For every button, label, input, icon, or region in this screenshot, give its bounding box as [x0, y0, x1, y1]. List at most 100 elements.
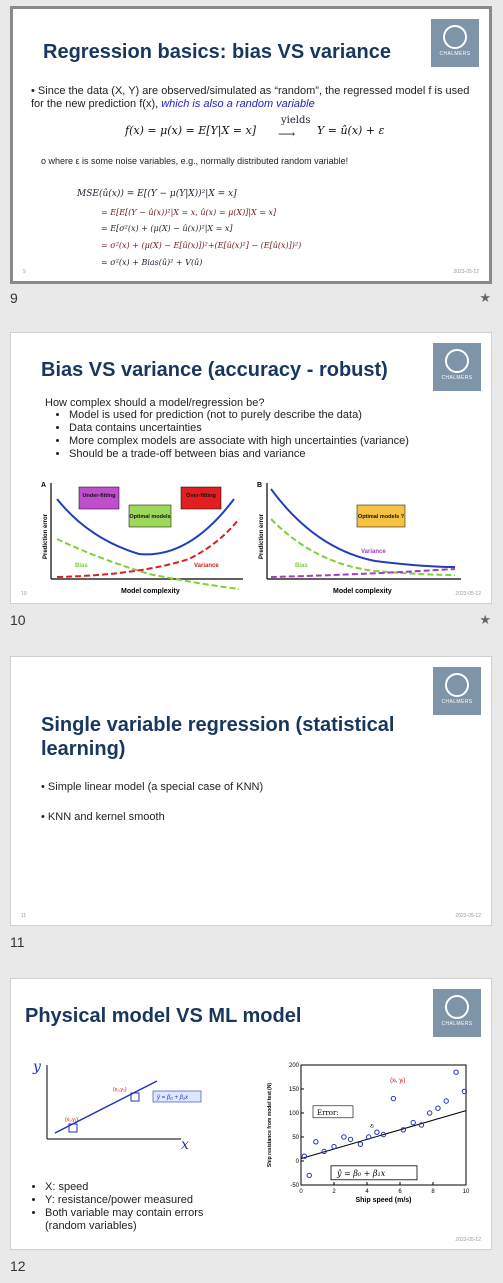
slide-footer-number: 11 — [21, 913, 27, 919]
slide-thumbnail-12[interactable]: CHALMERS Physical model VS ML model y x … — [10, 978, 492, 1250]
plot-frame — [300, 1064, 467, 1186]
slide-title: Regression basics: bias VS variance — [43, 41, 391, 63]
slide-title: Single variable regression (statistical … — [41, 714, 395, 760]
data-point — [130, 1092, 140, 1102]
data-point — [380, 1131, 387, 1138]
data-point — [390, 1095, 397, 1102]
data-point — [347, 1136, 354, 1143]
error-label: Error: — [317, 1109, 339, 1117]
yields-label: yields — [281, 115, 311, 126]
mse-line-3: = E[σ²(x) + (μ(X) − û(x))²|X = x] — [101, 224, 233, 233]
star-icon[interactable]: ★ — [479, 290, 491, 305]
slide-number-label: 10 — [10, 612, 26, 628]
svg-text:Over-fitting: Over-fitting — [186, 493, 216, 499]
fit-line — [54, 1080, 158, 1134]
svg-text:Under-fitting: Under-fitting — [83, 493, 116, 499]
svg-text:ŷ = β₀ + β₁x: ŷ = β₀ + β₁x — [156, 1095, 189, 1101]
x-tick-label: 0 — [299, 1189, 303, 1195]
star-icon[interactable]: ★ — [479, 612, 491, 627]
svg-text:Optimal models: Optimal models — [129, 514, 170, 520]
slide-footer-date: 2023-05-12 — [455, 591, 481, 597]
y-tick-label: 100 — [289, 1111, 300, 1117]
bias-variance-chart-b: B Prediction error Model complexity Opti… — [257, 482, 461, 595]
list-item: Y: resistance/power measured — [45, 1194, 235, 1207]
bullet-text: • KNN and kernel smooth — [41, 811, 165, 823]
optimal-box — [128, 504, 172, 528]
x-axis-label: x — [181, 1137, 189, 1153]
slide-number-label: 12 — [10, 1258, 26, 1274]
data-point — [410, 1119, 416, 1126]
fit-equation: ŷ = β₀ + β₁x — [336, 1169, 386, 1178]
variance-label: Variance — [361, 549, 386, 555]
prediction-equation-rhs: Y = û(x) + ε — [317, 124, 385, 137]
prediction-equation: f(x) = μ(x) = E[Y|X = x] — [125, 124, 257, 137]
bullet-text: • Since the data (X, Y) are observed/sim… — [31, 85, 470, 110]
slide-title: Bias VS variance (accuracy - robust) — [41, 359, 388, 381]
x-axis-label: Ship speed (m/s) — [355, 1197, 411, 1204]
data-point — [357, 1141, 364, 1147]
data-point — [453, 1069, 459, 1075]
intro-text: How complex should a model/regression be… — [45, 397, 265, 409]
linear-model-figure: y x (x₁,y₁) (x₂,y₂) ŷ = β₀ + β₁x — [32, 1059, 202, 1153]
data-point — [341, 1134, 347, 1140]
variance-curve — [56, 518, 240, 578]
y-tick-label: 50 — [292, 1135, 299, 1141]
data-point — [443, 1098, 449, 1104]
slide-number-label: 9 — [10, 290, 18, 306]
list-item: X: speed — [45, 1181, 235, 1194]
data-point — [435, 1105, 441, 1111]
data-point — [313, 1139, 319, 1145]
total-error-curve — [270, 488, 456, 568]
slide-footer-number: 10 — [21, 591, 27, 597]
data-point — [321, 1148, 327, 1155]
bullet-list: X: speed Y: resistance/power measured Bo… — [25, 1181, 235, 1233]
bullet-text: • Simple linear model (a special case of… — [41, 781, 264, 793]
variance-curve — [270, 568, 456, 578]
x-tick-label: 8 — [431, 1189, 435, 1195]
svg-text:(x₁,y₁): (x₁,y₁) — [65, 1117, 78, 1123]
slide-footer-number: 9 — [23, 269, 26, 275]
sub-bullet: o where ε is some noise variables, e.g.,… — [41, 156, 349, 166]
data-point — [331, 1143, 337, 1150]
slide-thumbnail-10[interactable]: Bias VS variance (accuracy - robust) CHA… — [10, 332, 492, 604]
list-item: More complex models are associate with h… — [69, 435, 409, 448]
bias-curve — [56, 538, 240, 590]
variance-label: Variance — [194, 563, 219, 569]
data-point — [418, 1122, 425, 1128]
data-point — [365, 1134, 372, 1140]
x-tick-label: 6 — [398, 1189, 402, 1195]
data-point — [306, 1172, 312, 1179]
panel-label: A — [41, 482, 46, 489]
svg-text:Optimal models ?: Optimal models ? — [358, 514, 405, 520]
svg-text:(x₂,y₂): (x₂,y₂) — [113, 1087, 127, 1093]
data-point — [427, 1110, 433, 1116]
mse-line-5: = σ²(x) + Bias(û)² + V(û) — [101, 258, 203, 267]
chalmers-logo: CHALMERS — [433, 989, 481, 1037]
slide-thumbnail-9[interactable]: Regression basics: bias VS variance CHAL… — [10, 6, 492, 284]
data-point — [301, 1153, 307, 1159]
equation-box — [152, 1090, 202, 1103]
y-axis-label: Prediction error — [43, 513, 49, 559]
underfitting-box — [78, 486, 120, 510]
slide-thumbnail-11[interactable]: CHALMERS Single variable regression (sta… — [10, 656, 492, 926]
optimal-box — [356, 504, 406, 528]
data-point — [400, 1127, 407, 1133]
error-label-box — [312, 1105, 354, 1119]
annotation-point-label: (xᵢ, yᵢ) — [390, 1078, 405, 1084]
data-point — [374, 1129, 380, 1135]
chalmers-logo: CHALMERS — [433, 343, 481, 391]
y-tick-label: 200 — [289, 1063, 300, 1069]
list-item: Data contains uncertainties — [69, 422, 409, 435]
slide-footer-date: 2023-05-12 — [455, 913, 481, 919]
list-item: Model is used for prediction (not to pur… — [69, 409, 409, 422]
y-tick-label: -50 — [290, 1183, 299, 1189]
chalmers-logo: CHALMERS — [431, 19, 479, 67]
x-tick-label: 2 — [332, 1189, 336, 1195]
y-tick-label: 0 — [296, 1159, 300, 1165]
overfitting-box — [180, 486, 222, 510]
error-symbol: εᵢ — [370, 1123, 374, 1129]
chalmers-logo: CHALMERS — [433, 667, 481, 715]
mse-line-4: = σ²(x) + (μ(X) − E[û(x)])²+(E[û(x)²] − … — [101, 241, 302, 250]
slide-number-label: 11 — [10, 934, 25, 950]
slide-title: Physical model VS ML model — [25, 1005, 302, 1027]
